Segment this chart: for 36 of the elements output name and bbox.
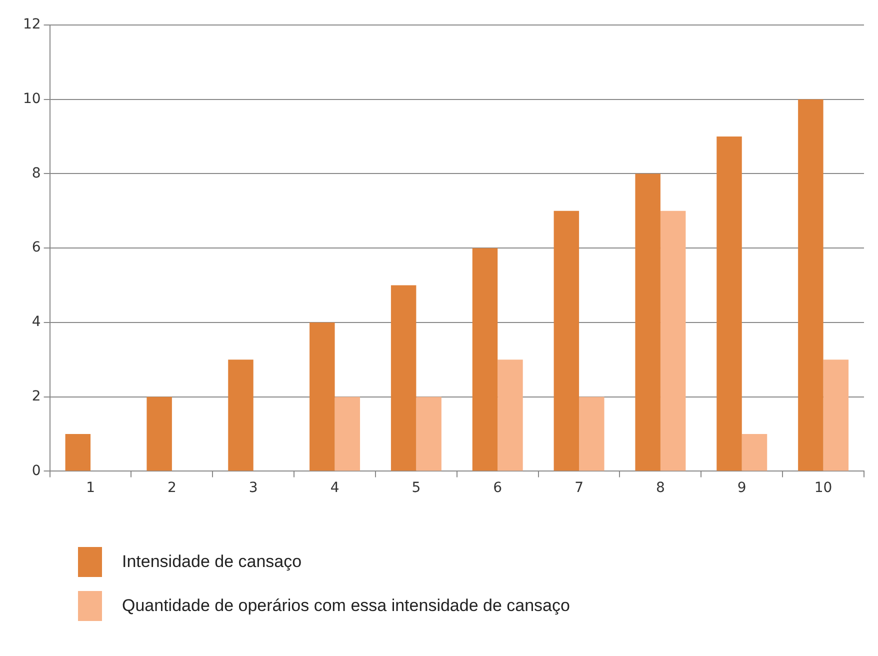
bar [416,396,442,471]
x-tick-label: 7 [574,480,584,496]
y-tick-label: 8 [32,165,41,182]
bar [334,396,360,471]
bar [228,360,254,471]
y-tick-label: 12 [22,16,41,33]
bar [579,396,604,471]
bar [742,434,768,471]
bar [716,136,742,471]
bar [823,360,849,471]
y-tick-label: 4 [32,314,41,330]
legend-label: Intensidade de cansaço [122,552,302,572]
bar [554,210,580,471]
legend-label: Quantidade de operários com essa intensidade de cansaço [122,596,570,616]
bar [472,248,498,471]
bar [635,174,660,471]
x-tick-label: 10 [814,480,832,496]
bar [798,99,824,471]
x-tick-label: 5 [412,480,421,496]
bar [390,285,416,471]
x-tick-label: 2 [167,480,176,496]
y-tick-label: 2 [32,388,41,404]
bar [146,396,172,471]
y-tick-label: 10 [22,91,41,108]
bar [498,360,523,471]
x-tick-label: 4 [330,480,340,496]
x-tick-label: 9 [737,480,746,496]
bar [65,434,91,471]
bar [660,210,686,471]
x-tick-label: 1 [86,480,95,496]
x-tick-label: 6 [493,480,502,496]
bar [310,322,335,471]
y-tick-label: 0 [32,462,41,479]
x-tick-label: 8 [656,480,665,496]
y-tick-label: 6 [32,240,41,256]
x-tick-label: 3 [248,480,258,496]
